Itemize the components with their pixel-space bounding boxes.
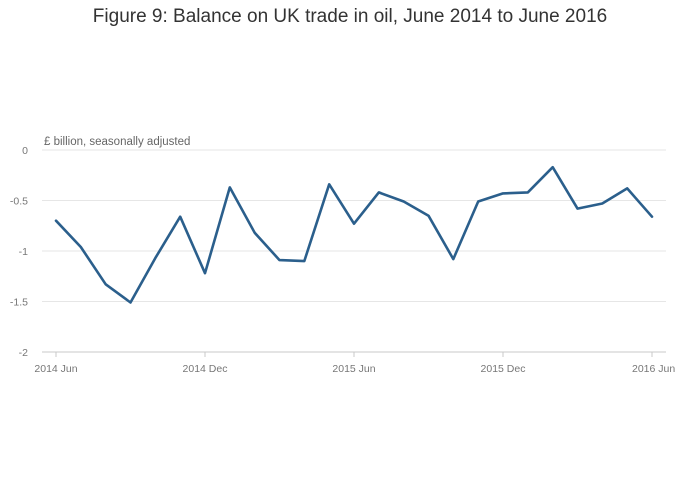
y-tick-label: -1 xyxy=(19,246,28,258)
x-axis: 2014 Jun 2014 Dec 2015 Jun 2015 Dec 2016 Jun xyxy=(34,351,675,375)
x-tick-label: 2015 Dec xyxy=(481,363,526,375)
y-axis-unit-label: £ billion, seasonally adjusted xyxy=(44,136,191,148)
y-tick-label: -0.5 xyxy=(10,196,28,208)
x-tick-label: 2015 Jun xyxy=(332,363,375,375)
y-tick-label: -2 xyxy=(19,347,28,359)
x-tick-label: 2014 Jun xyxy=(34,363,77,375)
chart-title: Figure 9: Balance on UK trade in oil, Ju… xyxy=(92,6,608,27)
gridlines xyxy=(42,149,666,302)
series-balance xyxy=(54,165,654,304)
y-tick-label: -1.5 xyxy=(10,297,28,309)
y-tick-label: 0 xyxy=(22,145,28,157)
y-axis-ticks: 0 -0.5 -1 -1.5 -2 xyxy=(10,145,28,359)
x-tick-label: 2014 Dec xyxy=(183,363,228,375)
x-tick-label: 2016 Jun xyxy=(632,363,675,375)
series-line xyxy=(54,165,654,304)
